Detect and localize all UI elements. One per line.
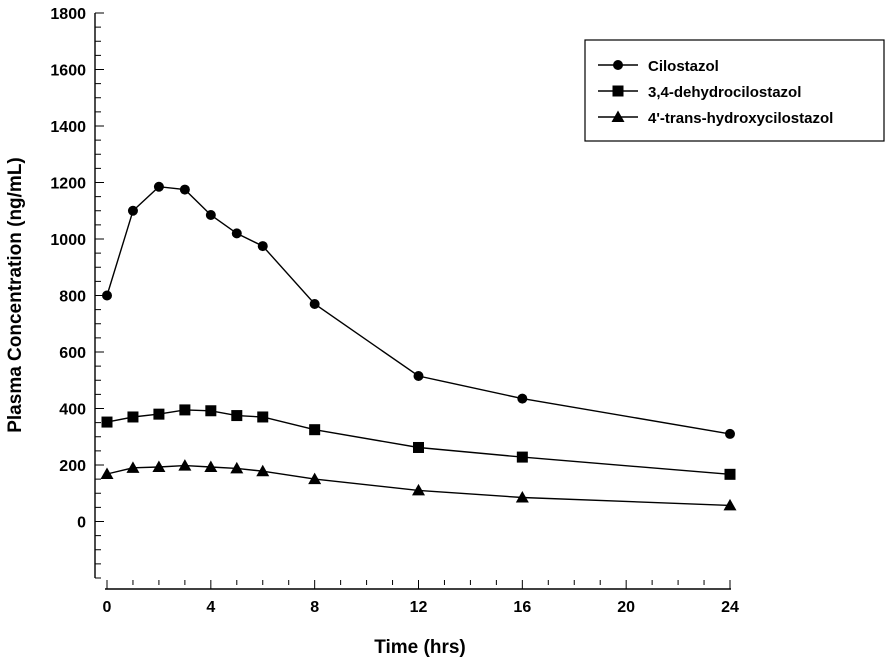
y-tick-label: 400 bbox=[59, 402, 86, 419]
data-point-4-trans-hydroxycilostazol bbox=[515, 490, 529, 503]
x-tick-label: 4 bbox=[206, 599, 215, 616]
x-tick-label: 8 bbox=[310, 599, 319, 616]
legend-square-marker-icon bbox=[612, 85, 624, 97]
y-tick-label: 800 bbox=[59, 289, 86, 306]
legend-label-dehydrocilostazol: 3,4-dehydrocilostazol bbox=[648, 84, 801, 101]
y-tick-label: 200 bbox=[59, 458, 86, 475]
data-point-3-4-dehydrocilostazol bbox=[231, 410, 243, 422]
data-point-cilostazol bbox=[231, 228, 242, 239]
x-tick-label: 24 bbox=[721, 599, 739, 616]
y-tick-label: 600 bbox=[59, 345, 86, 362]
series-3-4-dehydrocilostazol bbox=[101, 404, 736, 480]
data-point-cilostazol bbox=[127, 205, 138, 216]
data-point-cilostazol bbox=[413, 371, 424, 382]
legend-entry-hydroxycilostazol: 4'-trans-hydroxycilostazol bbox=[598, 110, 833, 127]
data-point-4-trans-hydroxycilostazol bbox=[204, 460, 218, 472]
data-point-3-4-dehydrocilostazol bbox=[179, 404, 191, 416]
series-cilostazol bbox=[102, 181, 735, 439]
x-tick-label: 20 bbox=[617, 599, 635, 616]
data-point-cilostazol bbox=[257, 241, 268, 252]
data-point-3-4-dehydrocilostazol bbox=[153, 408, 165, 420]
y-axis-title: Plasma Concentration (ng/mL) bbox=[5, 157, 26, 433]
legend-entry-dehydrocilostazol: 3,4-dehydrocilostazol bbox=[598, 84, 801, 101]
series-line-cilostazol bbox=[106, 185, 731, 435]
data-point-cilostazol bbox=[517, 393, 528, 404]
data-point-4-trans-hydroxycilostazol bbox=[230, 461, 244, 474]
y-tick-label: 1400 bbox=[50, 119, 86, 136]
data-point-4-trans-hydroxycilostazol bbox=[178, 459, 192, 471]
data-point-4-trans-hydroxycilostazol bbox=[412, 483, 425, 496]
data-point-3-4-dehydrocilostazol bbox=[516, 451, 528, 463]
data-point-4-trans-hydroxycilostazol bbox=[100, 467, 114, 480]
x-tick-label: 16 bbox=[513, 599, 531, 616]
x-tick-label: 12 bbox=[410, 599, 428, 616]
data-point-cilostazol bbox=[153, 181, 164, 192]
series-layer bbox=[100, 181, 737, 511]
data-point-cilostazol bbox=[725, 428, 735, 439]
data-point-4-trans-hydroxycilostazol bbox=[126, 461, 140, 473]
data-point-4-trans-hydroxycilostazol bbox=[308, 472, 322, 485]
data-point-cilostazol bbox=[309, 298, 320, 309]
x-axis-ticks: 0 4 8 12 16 20 24 bbox=[103, 580, 739, 616]
data-point-4-trans-hydroxycilostazol bbox=[152, 460, 166, 472]
x-tick-label: 0 bbox=[103, 599, 112, 616]
legend-circle-marker-icon bbox=[613, 60, 623, 70]
data-point-4-trans-hydroxycilostazol bbox=[723, 498, 737, 511]
y-tick-label: 1200 bbox=[50, 176, 86, 193]
legend-entry-cilostazol: Cilostazol bbox=[598, 58, 719, 75]
data-point-cilostazol bbox=[179, 184, 190, 195]
y-axis-ticks: 0 200 400 600 800 1000 1200 1400 1600 1800 bbox=[50, 6, 104, 579]
data-point-3-4-dehydrocilostazol bbox=[205, 405, 217, 417]
legend-triangle-marker-icon bbox=[611, 110, 625, 122]
x-axis-title: Time (hrs) bbox=[374, 637, 466, 658]
y-tick-label: 0 bbox=[77, 515, 86, 532]
data-point-3-4-dehydrocilostazol bbox=[724, 468, 736, 480]
y-tick-label: 1000 bbox=[50, 232, 86, 249]
data-point-3-4-dehydrocilostazol bbox=[127, 411, 139, 423]
legend-label-cilostazol: Cilostazol bbox=[648, 58, 719, 75]
data-point-cilostazol bbox=[205, 209, 216, 220]
data-point-3-4-dehydrocilostazol bbox=[257, 411, 269, 423]
y-tick-label: 1800 bbox=[50, 6, 86, 23]
data-point-4-trans-hydroxycilostazol bbox=[256, 464, 270, 477]
data-point-3-4-dehydrocilostazol bbox=[309, 424, 321, 436]
legend: Cilostazol 3,4-dehydrocilostazol 4'-tran… bbox=[584, 39, 885, 142]
data-point-3-4-dehydrocilostazol bbox=[413, 441, 424, 453]
data-point-3-4-dehydrocilostazol bbox=[101, 416, 113, 428]
series-4-trans-hydroxycilostazol bbox=[100, 459, 737, 511]
data-point-cilostazol bbox=[102, 290, 112, 301]
y-tick-label: 1600 bbox=[50, 63, 86, 80]
legend-label-hydroxycilostazol: 4'-trans-hydroxycilostazol bbox=[648, 110, 833, 127]
